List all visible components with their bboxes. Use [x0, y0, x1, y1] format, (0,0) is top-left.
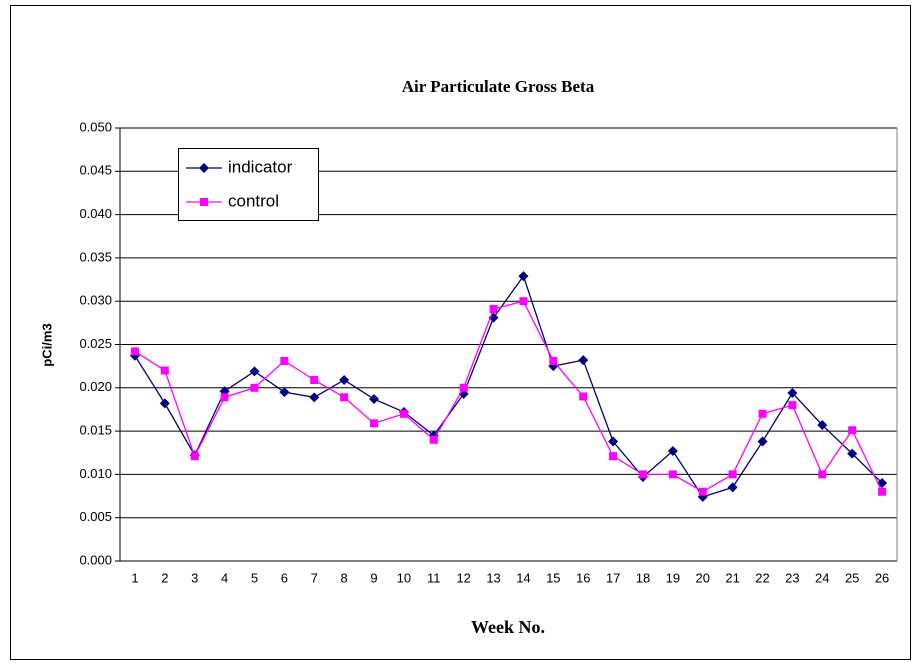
x-tick-label: 13	[486, 570, 500, 585]
marker	[459, 383, 468, 392]
marker	[489, 304, 498, 313]
marker	[279, 387, 290, 398]
y-tick-label: 0.040	[79, 206, 112, 221]
x-tick-label: 16	[576, 570, 590, 585]
marker	[399, 409, 408, 418]
marker	[847, 448, 858, 459]
marker	[309, 392, 320, 403]
x-tick-label: 8	[341, 570, 348, 585]
x-tick-label: 25	[845, 570, 859, 585]
marker	[757, 436, 768, 447]
x-tick-label: 1	[131, 570, 138, 585]
y-tick-label: 0.050	[79, 119, 112, 134]
marker	[878, 487, 887, 496]
legend-marker	[200, 198, 208, 206]
x-tick-label: 6	[281, 570, 288, 585]
legend-label: control	[228, 191, 279, 210]
marker	[668, 470, 677, 479]
marker	[728, 470, 737, 479]
x-axis-label: Week No.	[471, 617, 545, 637]
marker	[340, 393, 349, 402]
marker	[788, 401, 797, 410]
series-line	[134, 300, 883, 493]
marker	[130, 347, 139, 356]
marker	[817, 420, 828, 431]
y-tick-label: 0.020	[79, 379, 112, 394]
series-line	[134, 274, 883, 498]
marker	[609, 452, 618, 461]
x-tick-label: 15	[546, 570, 560, 585]
legend-marker	[199, 163, 209, 173]
x-tick-label: 22	[755, 570, 769, 585]
marker	[370, 419, 379, 428]
x-tick-label: 9	[370, 570, 377, 585]
marker	[667, 446, 678, 457]
marker	[310, 376, 319, 385]
marker	[339, 375, 350, 386]
marker	[160, 366, 169, 375]
y-tick-label: 0.030	[79, 293, 112, 308]
marker	[818, 470, 827, 479]
x-tick-label: 21	[725, 570, 739, 585]
x-tick-label: 7	[311, 570, 318, 585]
x-tick-label: 2	[161, 570, 168, 585]
marker	[159, 398, 170, 409]
chart-frame	[10, 5, 911, 660]
marker	[518, 271, 529, 282]
marker	[758, 409, 767, 418]
marker	[638, 470, 647, 479]
x-tick-label: 11	[427, 570, 441, 585]
marker	[579, 392, 588, 401]
legend-label: indicator	[228, 157, 293, 176]
x-tick-label: 18	[636, 570, 650, 585]
marker	[549, 356, 558, 365]
marker	[280, 356, 289, 365]
x-tick-label: 24	[815, 570, 829, 585]
marker	[250, 383, 259, 392]
marker	[787, 387, 798, 398]
x-tick-label: 26	[875, 570, 889, 585]
x-tick-label: 17	[606, 570, 620, 585]
x-tick-label: 23	[785, 570, 799, 585]
plot-bottom	[120, 561, 897, 562]
marker	[249, 366, 260, 377]
y-tick-label: 0.045	[79, 163, 112, 178]
y-axis-label: pCi/m3	[39, 323, 54, 366]
marker	[698, 487, 707, 496]
y-tick-label: 0.000	[79, 552, 112, 567]
marker	[727, 482, 738, 493]
x-tick-label: 14	[516, 570, 530, 585]
x-tick-label: 4	[221, 570, 228, 585]
y-tick-label: 0.035	[79, 249, 112, 264]
marker	[369, 394, 380, 405]
chart-title: Air Particulate Gross Beta	[402, 77, 595, 96]
marker	[608, 436, 619, 447]
x-tick-label: 10	[397, 570, 411, 585]
y-tick-label: 0.005	[79, 509, 112, 524]
marker	[190, 452, 199, 461]
marker	[519, 297, 528, 306]
y-tick-label: 0.025	[79, 336, 112, 351]
y-tick-label: 0.015	[79, 423, 112, 438]
x-tick-label: 3	[191, 570, 198, 585]
y-tick-label: 0.010	[79, 466, 112, 481]
x-tick-label: 12	[456, 570, 470, 585]
marker	[220, 393, 229, 402]
x-tick-label: 20	[696, 570, 710, 585]
x-tick-label: 5	[251, 570, 258, 585]
marker	[429, 435, 438, 444]
x-tick-label: 19	[666, 570, 680, 585]
legend-box	[178, 148, 319, 221]
marker	[848, 426, 857, 435]
marker	[578, 355, 589, 366]
